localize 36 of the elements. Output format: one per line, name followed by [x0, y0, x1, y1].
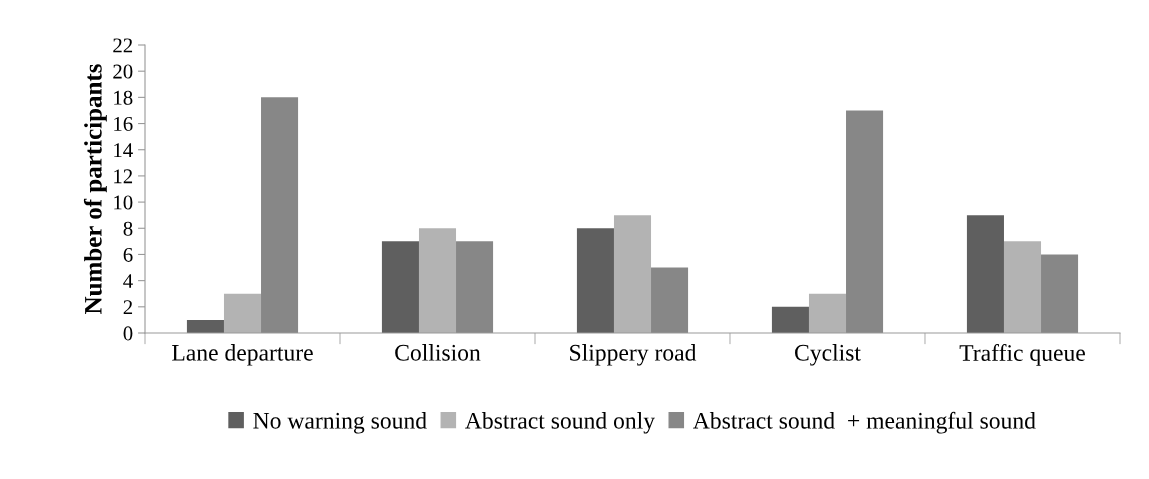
bar: [966, 215, 1004, 333]
bar: [1041, 254, 1079, 333]
bar: [846, 110, 884, 333]
y-tick-label: 18: [114, 90, 133, 105]
x-tick-label: Collision: [395, 344, 481, 361]
bar: [418, 228, 457, 333]
x-tick-label: Lane departure: [172, 344, 313, 366]
bar: [1003, 241, 1042, 333]
y-tick-label: 10: [114, 195, 133, 210]
bar: [381, 241, 419, 333]
y-tick-label: 2: [123, 300, 133, 315]
y-tick-label: 0: [123, 326, 133, 341]
x-tick-label: Cyclist: [795, 344, 861, 366]
bar: [261, 97, 299, 333]
legend-label: Abstract sound only: [465, 412, 655, 434]
bar: [456, 241, 494, 333]
legend-label: Abstract sound + meaningful sound: [693, 411, 1036, 434]
bar: [651, 267, 689, 333]
y-axis-title: Number of participants: [83, 64, 107, 314]
bar: [808, 293, 847, 333]
x-tick-label: Traffic queue: [959, 344, 1085, 366]
bar: [576, 228, 614, 333]
bar: [223, 293, 262, 333]
bar: [613, 215, 652, 333]
bar: [186, 319, 224, 333]
y-tick-label: 6: [123, 247, 133, 262]
bar: [771, 306, 809, 333]
x-tick-label: Slippery road: [570, 344, 697, 366]
y-tick-label: 16: [114, 116, 133, 131]
legend-label: No warning sound: [253, 412, 427, 434]
y-tick-label: 20: [113, 64, 133, 79]
y-tick-label: 22: [113, 38, 133, 53]
y-tick-label: 8: [123, 221, 133, 236]
y-tick-label: 12: [114, 169, 133, 184]
y-tick-label: 4: [123, 274, 133, 288]
y-tick-label: 14: [114, 143, 133, 157]
